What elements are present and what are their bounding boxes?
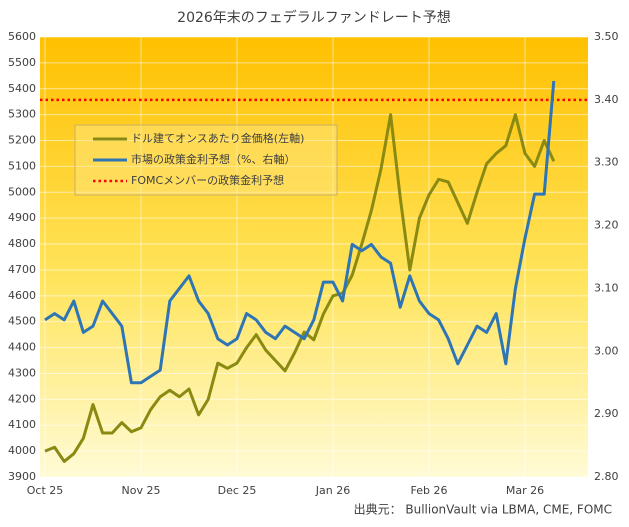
x-tick-label: Nov 25	[122, 484, 161, 497]
legend-label: ドル建てオンスあたり金価格(左軸)	[131, 131, 304, 145]
legend-label: FOMCメンバーの政策金利予想	[131, 173, 284, 187]
y-tick-label: 4300	[8, 366, 36, 379]
series-line	[44, 113, 556, 463]
y-tick-label: 4000	[8, 444, 36, 457]
y-tick-label: 4900	[8, 211, 36, 224]
y-tick-label: 4400	[8, 341, 36, 354]
y-tick-label: 4700	[8, 263, 36, 276]
y2-tick-label: 2.90	[594, 407, 619, 420]
y2-tick-label: 3.20	[594, 219, 619, 232]
y2-tick-label: 3.00	[594, 344, 619, 357]
series-line	[44, 80, 556, 385]
y-tick-label: 5500	[8, 56, 36, 69]
chart-title: 2026年末のフェデラルファンドレート予想	[177, 9, 451, 26]
y-tick-label: 4200	[8, 392, 36, 405]
y-tick-label: 5100	[8, 159, 36, 172]
y-tick-label: 3900	[8, 470, 36, 483]
y2-tick-label: 3.10	[594, 281, 619, 294]
x-tick-label: Dec 25	[218, 484, 257, 497]
y-tick-label: 4100	[8, 418, 36, 431]
y2-tick-label: 3.30	[594, 156, 619, 169]
x-tick-label: Oct 25	[27, 484, 64, 497]
source: 出典元： BullionVault via LBMA, CME, FOMC	[354, 503, 612, 517]
y-tick-label: 5600	[8, 30, 36, 43]
y-tick-label: 4500	[8, 315, 36, 328]
y-tick-label: 5200	[8, 134, 36, 147]
x-tick-label: Feb 26	[411, 484, 448, 497]
y-tick-label: 5000	[8, 185, 36, 198]
y2-tick-label: 3.40	[594, 93, 619, 106]
y2-tick-label: 3.50	[594, 30, 619, 43]
plot-area	[40, 37, 588, 477]
x-tick-label: Mar 26	[506, 484, 544, 497]
y-tick-label: 4800	[8, 237, 36, 250]
y-tick-label: 4600	[8, 289, 36, 302]
legend-label: 市場の政策金利予想（%、右軸）	[131, 152, 295, 166]
y-tick-label: 5300	[8, 108, 36, 121]
y2-tick-label: 2.80	[594, 470, 619, 483]
x-tick-label: Jan 26	[315, 484, 350, 497]
y-tick-label: 5400	[8, 82, 36, 95]
